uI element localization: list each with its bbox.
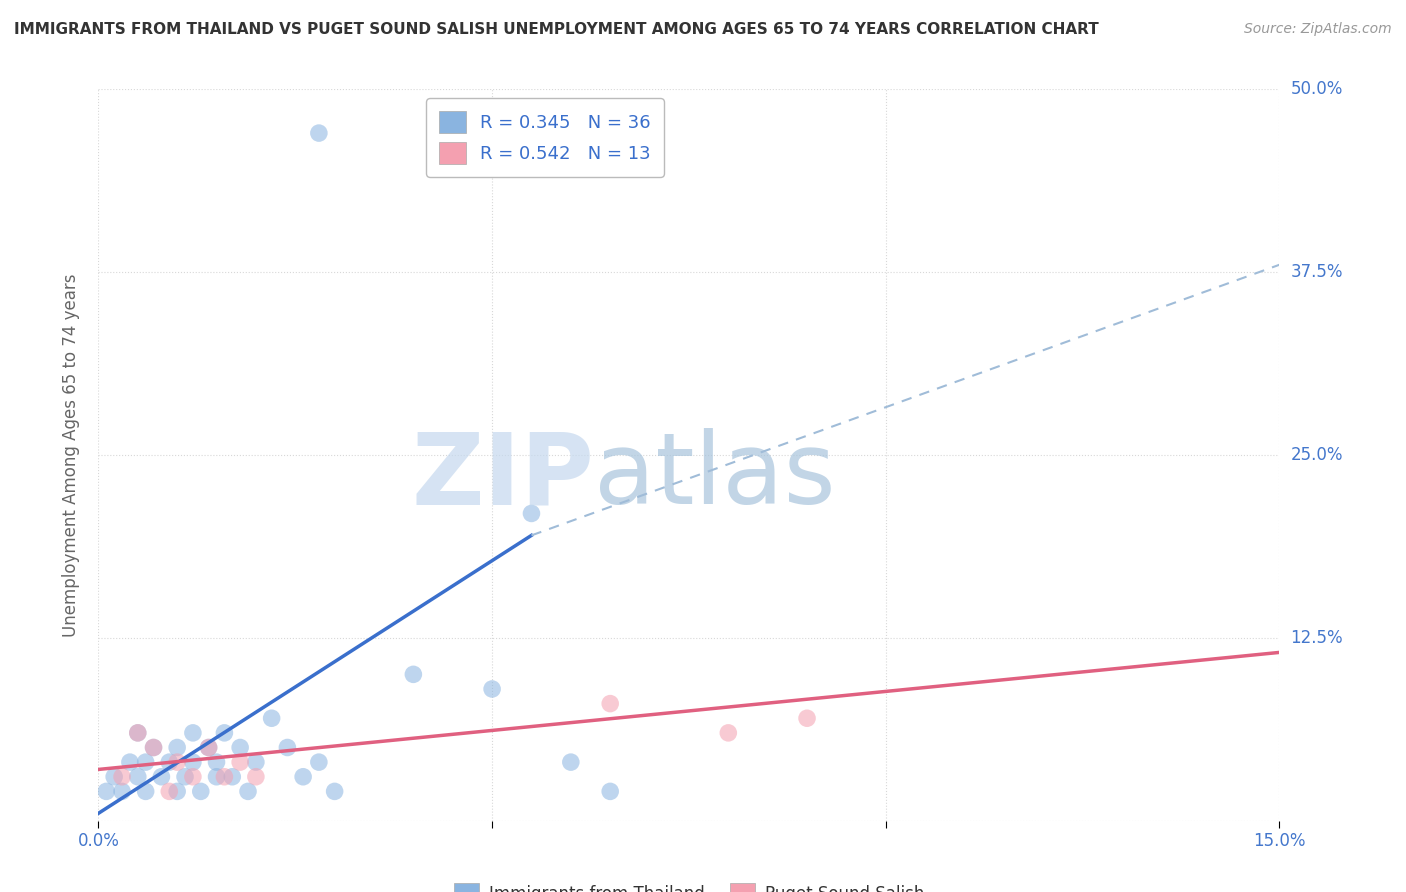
Point — [599, 697, 621, 711]
Point — [520, 507, 543, 521]
Text: 12.5%: 12.5% — [1291, 629, 1343, 647]
Point — [245, 755, 267, 769]
Point — [111, 770, 134, 784]
Point — [323, 784, 346, 798]
Point — [166, 740, 188, 755]
Point — [214, 770, 236, 784]
Point — [174, 770, 197, 784]
Point — [308, 755, 330, 769]
Point — [205, 770, 228, 784]
Point — [221, 770, 243, 784]
Y-axis label: Unemployment Among Ages 65 to 74 years: Unemployment Among Ages 65 to 74 years — [62, 273, 80, 637]
Point — [214, 726, 236, 740]
Text: atlas: atlas — [595, 428, 837, 525]
Point — [135, 755, 157, 769]
Point — [166, 784, 188, 798]
Point — [181, 770, 204, 784]
Text: 25.0%: 25.0% — [1291, 446, 1343, 464]
Text: ZIP: ZIP — [412, 428, 595, 525]
Point — [236, 784, 259, 798]
Point — [157, 755, 180, 769]
Point — [481, 681, 503, 696]
Point — [308, 126, 330, 140]
Point — [717, 726, 740, 740]
Point — [166, 755, 188, 769]
Point — [197, 740, 219, 755]
Point — [229, 740, 252, 755]
Point — [111, 784, 134, 798]
Point — [181, 726, 204, 740]
Point — [260, 711, 283, 725]
Text: 37.5%: 37.5% — [1291, 263, 1343, 281]
Point — [599, 784, 621, 798]
Text: IMMIGRANTS FROM THAILAND VS PUGET SOUND SALISH UNEMPLOYMENT AMONG AGES 65 TO 74 : IMMIGRANTS FROM THAILAND VS PUGET SOUND … — [14, 22, 1099, 37]
Point — [276, 740, 298, 755]
Point — [127, 726, 149, 740]
Point — [796, 711, 818, 725]
Point — [142, 740, 165, 755]
Point — [205, 755, 228, 769]
Point — [560, 755, 582, 769]
Point — [150, 770, 173, 784]
Point — [135, 784, 157, 798]
Point — [103, 770, 125, 784]
Point — [157, 784, 180, 798]
Point — [190, 784, 212, 798]
Text: 50.0%: 50.0% — [1291, 80, 1343, 98]
Text: Source: ZipAtlas.com: Source: ZipAtlas.com — [1244, 22, 1392, 37]
Point — [142, 740, 165, 755]
Point — [245, 770, 267, 784]
Point — [197, 740, 219, 755]
Point — [96, 784, 118, 798]
Point — [127, 770, 149, 784]
Point — [181, 755, 204, 769]
Legend: Immigrants from Thailand, Puget Sound Salish: Immigrants from Thailand, Puget Sound Sa… — [447, 877, 931, 892]
Point — [229, 755, 252, 769]
Point — [118, 755, 141, 769]
Point — [402, 667, 425, 681]
Point — [127, 726, 149, 740]
Point — [292, 770, 315, 784]
